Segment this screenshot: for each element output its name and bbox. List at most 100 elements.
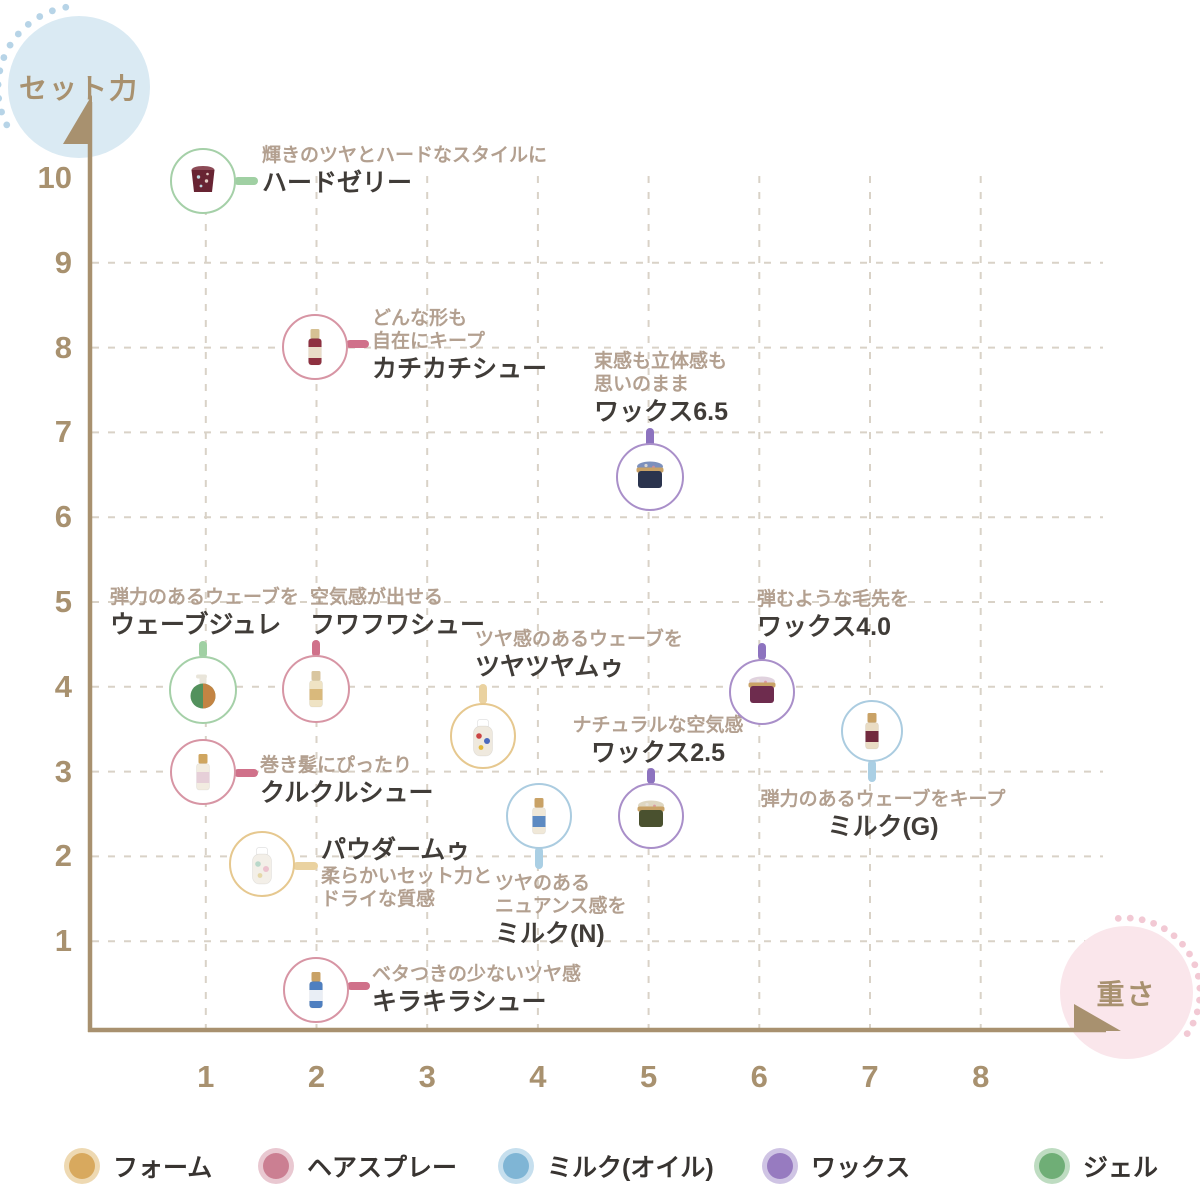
product-description: 束感も立体感も <box>594 351 728 372</box>
y-tick-label: 6 <box>54 499 72 535</box>
x-tick-label: 8 <box>972 1059 990 1094</box>
legend-label-gel: ジェル <box>1083 1154 1159 1182</box>
decor-dot <box>1191 961 1199 969</box>
product-description: ツヤのある <box>495 873 591 894</box>
product-marker-kirakira-shoo <box>283 957 349 1023</box>
product-art-milk-n <box>532 798 546 835</box>
decor-dot <box>1196 984 1200 992</box>
product-art-kirakira-shoo <box>309 972 323 1009</box>
x-tick-label: 4 <box>529 1059 547 1094</box>
decor-dot <box>14 30 22 38</box>
product-name: ウェーブジュレ <box>110 611 282 639</box>
product-name: フワフワシュー <box>310 611 486 639</box>
y-tick-label: 7 <box>54 414 72 450</box>
decor-dot <box>0 67 4 75</box>
legend-dot-gel <box>1039 1153 1065 1179</box>
decor-dot <box>1196 996 1200 1004</box>
product-label-wave-jure: 弾力のあるウェーブを ウェーブジュレ <box>110 586 299 640</box>
y-tick-label: 1 <box>54 923 72 959</box>
product-description: 思いのまま <box>594 374 690 395</box>
x-axis-title-bubble: 重さ <box>1060 926 1193 1059</box>
product-name: カチカチシュー <box>372 355 548 383</box>
connector-tsuyatsuya-mu <box>479 684 487 704</box>
product-name: クルクルシュー <box>260 779 434 807</box>
legend-item-gel: ジェル <box>1039 1148 1158 1184</box>
legend-dot-wax <box>767 1153 793 1179</box>
legend-item-spray: ヘアスプレー <box>263 1148 457 1184</box>
y-tick-label: 4 <box>54 668 72 704</box>
product-art-wax-65 <box>636 461 664 488</box>
y-tick-label: 2 <box>54 838 72 874</box>
product-description: 自在にキープ <box>372 331 485 352</box>
y-tick-label: 5 <box>54 584 72 619</box>
product-marker-kurukuru-shoo <box>170 739 236 805</box>
product-art-tsuyatsuya-mu <box>473 719 493 757</box>
decor-dot <box>48 7 56 15</box>
product-art-milk-g <box>865 713 879 750</box>
decor-dot <box>6 41 14 49</box>
decor-dot <box>1194 972 1200 980</box>
x-axis-title: 重さ <box>1096 978 1157 1010</box>
product-art-wax-25 <box>637 800 665 827</box>
product-description: ベタつきの少ないツヤ感 <box>372 964 582 985</box>
product-description: どんな形も <box>372 308 468 329</box>
product-description: 輝きのツヤとハードなスタイルに <box>262 145 548 166</box>
product-description: 弾むような毛先を <box>757 589 910 610</box>
decor-dot <box>1179 940 1186 948</box>
decor-dot <box>1193 1008 1200 1016</box>
connector-powder-mu <box>293 862 318 870</box>
product-description: ツヤ感のあるウェーブを <box>475 629 683 650</box>
decor-dot <box>36 13 44 20</box>
decor-dot <box>0 54 8 61</box>
product-label-wax-40: 弾むような毛先を ワックス4.0 <box>757 588 909 642</box>
product-name: ミルク(G) <box>827 813 939 841</box>
legend-dot-spray <box>263 1153 289 1179</box>
legend-label-wax: ワックス <box>811 1154 911 1182</box>
product-label-wax-25: ナチュラルな空気感 ワックス2.5 <box>570 714 746 768</box>
decor-dot <box>0 81 2 88</box>
connector-kurukuru-shoo <box>234 769 258 777</box>
product-label-kirakira-shoo: ベタつきの少ないツヤ感キラキラシュー <box>372 963 581 1017</box>
decor-dot <box>0 108 5 116</box>
x-tick-label: 6 <box>750 1059 768 1094</box>
legend-dot-foam <box>69 1153 95 1179</box>
product-marker-powder-mu <box>229 831 295 897</box>
product-label-wax-65: 束感も立体感も 思いのまま ワックス6.5 <box>594 350 728 427</box>
decor-dot <box>1160 925 1168 933</box>
product-marker-milk-g <box>841 700 903 762</box>
product-name: パウダームゥ <box>321 836 471 864</box>
connector-wave-jure <box>199 641 207 658</box>
product-art-kurukuru-shoo <box>196 754 210 791</box>
x-tick-label: 7 <box>861 1059 879 1094</box>
connector-milk-n <box>535 847 543 869</box>
y-axis-title-bubble: セット力 <box>8 16 150 158</box>
y-tick-label: 8 <box>54 329 72 365</box>
y-axis-title: セット力 <box>18 73 139 104</box>
x-tick-label: 1 <box>197 1059 215 1094</box>
connector-fuwafuwa-shoo <box>312 640 320 657</box>
product-name: キラキラシュー <box>372 988 547 1016</box>
product-art-wax-40 <box>748 676 776 703</box>
product-art-hard-jelly <box>191 166 215 192</box>
product-marker-wax-40 <box>729 659 795 725</box>
product-description: ナチュラルな空気感 <box>572 715 744 736</box>
product-art-wave-jure <box>190 674 216 709</box>
product-marker-wave-jure <box>169 656 237 724</box>
product-marker-wax-25 <box>618 783 684 849</box>
connector-kirakira-shoo <box>347 982 370 990</box>
product-marker-hard-jelly <box>170 148 236 214</box>
product-description: 弾力のあるウェーブをキープ <box>760 789 1006 810</box>
product-name: ツヤツヤムゥ <box>475 653 625 681</box>
x-tick-label: 5 <box>639 1059 658 1094</box>
product-label-kurukuru-shoo: 巻き髪にぴったりクルクルシュー <box>260 754 434 808</box>
product-art-fuwafuwa-shoo <box>309 671 323 708</box>
y-tick-label: 9 <box>54 244 72 280</box>
product-description: 巻き髪にぴったり <box>260 755 413 776</box>
product-label-kachikachi-shoo: どんな形も 自在にキープカチカチシュー <box>372 307 547 384</box>
product-name: ハードゼリー <box>262 169 413 197</box>
product-marker-tsuyatsuya-mu <box>450 703 516 769</box>
legend-item-wax: ワックス <box>767 1148 910 1184</box>
legend-item-milk: ミルク(オイル) <box>503 1148 714 1184</box>
legend-label-foam: フォーム <box>113 1154 213 1182</box>
